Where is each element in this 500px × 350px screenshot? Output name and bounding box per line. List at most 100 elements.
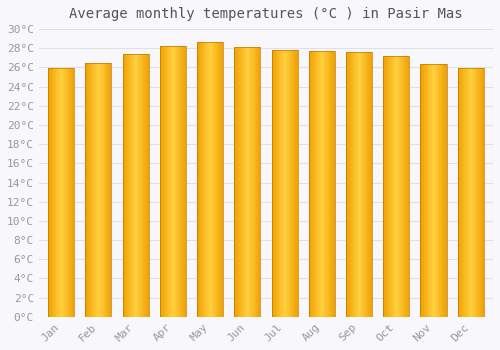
Bar (63, 68, 64, 317)
Bar (317, 51, 318, 317)
Bar (181, 46, 182, 317)
Bar (473, 68, 474, 317)
Bar (48, 68, 74, 317)
Bar (308, 51, 310, 317)
Bar (60, 68, 61, 317)
Bar (426, 64, 427, 317)
Bar (420, 64, 446, 317)
Bar (434, 64, 435, 317)
Bar (332, 51, 333, 317)
Bar (240, 47, 241, 317)
Bar (392, 56, 393, 317)
Bar (351, 52, 352, 317)
Bar (166, 46, 167, 317)
Bar (100, 63, 101, 317)
Bar (141, 54, 142, 317)
Bar (327, 51, 328, 317)
Bar (401, 56, 402, 317)
Bar (272, 50, 297, 317)
Bar (464, 68, 465, 317)
Bar (358, 52, 359, 317)
Bar (213, 42, 214, 317)
Bar (92, 63, 93, 317)
Bar (235, 47, 236, 317)
Bar (312, 51, 313, 317)
Bar (362, 52, 363, 317)
Bar (276, 50, 277, 317)
Bar (108, 63, 109, 317)
Bar (458, 68, 483, 317)
Bar (398, 56, 399, 317)
Bar (216, 42, 217, 317)
Bar (130, 54, 131, 317)
Bar (124, 54, 125, 317)
Bar (444, 64, 445, 317)
Bar (71, 68, 72, 317)
Bar (331, 51, 332, 317)
Bar (328, 51, 329, 317)
Bar (170, 46, 171, 317)
Bar (99, 63, 100, 317)
Bar (52, 68, 53, 317)
Bar (249, 47, 250, 317)
Bar (215, 42, 216, 317)
Bar (97, 63, 98, 317)
Bar (389, 56, 390, 317)
Bar (272, 50, 273, 317)
Bar (185, 46, 186, 317)
Bar (237, 47, 238, 317)
Bar (472, 68, 473, 317)
Bar (475, 68, 476, 317)
Bar (182, 46, 183, 317)
Bar (284, 50, 285, 317)
Bar (208, 42, 209, 317)
Bar (319, 51, 320, 317)
Bar (323, 51, 324, 317)
Bar (101, 63, 102, 317)
Bar (53, 68, 54, 317)
Bar (174, 46, 175, 317)
Bar (274, 50, 275, 317)
Bar (104, 63, 105, 317)
Bar (254, 47, 255, 317)
Bar (357, 52, 358, 317)
Bar (278, 50, 279, 317)
Bar (471, 68, 472, 317)
Bar (48, 68, 49, 317)
Bar (438, 64, 439, 317)
Bar (210, 42, 211, 317)
Bar (361, 52, 362, 317)
Bar (466, 68, 467, 317)
Bar (86, 63, 87, 317)
Bar (318, 51, 319, 317)
Bar (346, 52, 347, 317)
Bar (282, 50, 283, 317)
Bar (481, 68, 482, 317)
Bar (469, 68, 470, 317)
Bar (161, 46, 162, 317)
Bar (428, 64, 429, 317)
Bar (420, 64, 421, 317)
Bar (437, 64, 438, 317)
Bar (168, 46, 169, 317)
Bar (294, 50, 295, 317)
Bar (482, 68, 483, 317)
Bar (96, 63, 97, 317)
Bar (129, 54, 130, 317)
Bar (250, 47, 251, 317)
Bar (476, 68, 477, 317)
Bar (396, 56, 397, 317)
Bar (142, 54, 143, 317)
Bar (315, 51, 316, 317)
Bar (138, 54, 140, 317)
Bar (160, 46, 186, 317)
Bar (103, 63, 104, 317)
Bar (467, 68, 468, 317)
Bar (209, 42, 210, 317)
Bar (468, 68, 469, 317)
Bar (316, 51, 317, 317)
Bar (406, 56, 407, 317)
Bar (72, 68, 73, 317)
Bar (50, 68, 51, 317)
Bar (363, 52, 364, 317)
